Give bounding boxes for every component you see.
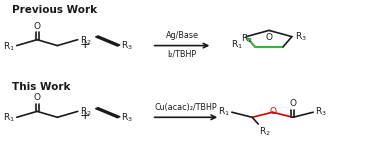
Text: +: + bbox=[80, 38, 90, 51]
Text: This Work: This Work bbox=[12, 82, 70, 92]
Text: R$_2$: R$_2$ bbox=[259, 126, 271, 138]
Text: +: + bbox=[80, 109, 90, 122]
Text: R$_2$: R$_2$ bbox=[79, 34, 91, 47]
Text: R$_2$: R$_2$ bbox=[79, 106, 91, 118]
Text: O: O bbox=[290, 99, 296, 108]
Text: R$_2$: R$_2$ bbox=[241, 33, 253, 45]
Text: R$_3$: R$_3$ bbox=[315, 106, 327, 118]
Text: R$_1$: R$_1$ bbox=[218, 105, 230, 118]
Text: R$_1$: R$_1$ bbox=[231, 38, 243, 51]
Text: R$_3$: R$_3$ bbox=[121, 111, 133, 124]
Text: R$_1$: R$_1$ bbox=[3, 40, 15, 53]
Text: Ag/Base: Ag/Base bbox=[166, 31, 198, 40]
Text: R$_1$: R$_1$ bbox=[3, 112, 15, 124]
Text: O: O bbox=[269, 107, 276, 116]
Text: Previous Work: Previous Work bbox=[12, 5, 97, 15]
Text: O: O bbox=[34, 22, 40, 31]
Text: O: O bbox=[265, 33, 273, 42]
Text: R$_3$: R$_3$ bbox=[121, 40, 133, 52]
Text: Cu(acac)₂/TBHP: Cu(acac)₂/TBHP bbox=[155, 103, 217, 112]
Text: O: O bbox=[34, 94, 40, 103]
Text: I₂/TBHP: I₂/TBHP bbox=[167, 50, 197, 59]
Text: R$_3$: R$_3$ bbox=[295, 30, 307, 43]
